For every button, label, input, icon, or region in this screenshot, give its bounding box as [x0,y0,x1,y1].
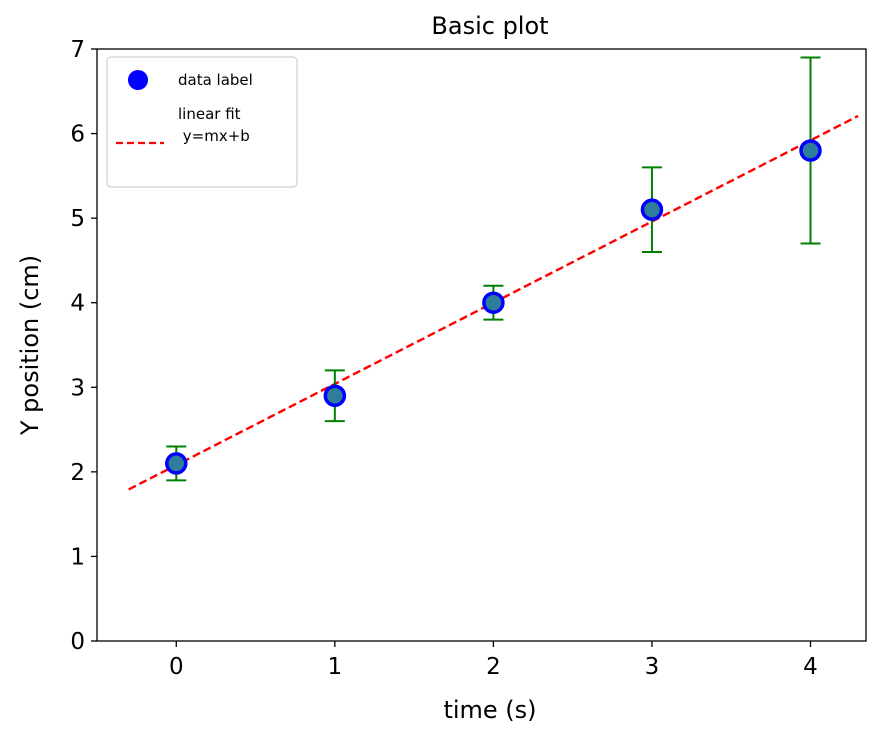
data-point-1 [323,384,347,407]
y-tick-label-0: 0 [70,629,85,655]
legend-box [106,56,298,188]
y-tick-label-2: 2 [70,460,85,486]
x-tick-label-4: 4 [803,654,818,680]
legend-label-linear-fit-line-1: linear fit [178,105,241,123]
legend-label-data-label: data label [178,71,253,89]
legend-marker-data-label [128,70,148,90]
legend: data label linear fit y=mx+b [106,56,298,188]
data-point-4 [799,139,822,162]
legend-label-linear-fit-line-2: y=mx+b [178,127,250,145]
data-point-3 [640,198,664,221]
axes-frame [96,48,867,642]
x-tick-label-3: 3 [645,654,660,680]
data-point-0 [165,452,188,475]
tick-group: 0 1 2 3 4 0 1 2 3 4 5 6 7 [70,37,817,680]
plot-marks [128,56,859,491]
y-axis-label: Y position (cm) [16,255,44,436]
y-tick-label-6: 6 [70,122,85,148]
y-tick-label-1: 1 [70,544,85,570]
y-tick-label-3: 3 [70,375,85,401]
y-tick-label-4: 4 [70,291,85,317]
x-tick-label-0: 0 [169,654,184,680]
x-axis-label: time (s) [443,696,536,724]
chart-title: Basic plot [431,12,548,40]
x-tick-label-2: 2 [486,654,501,680]
x-tick-label-1: 1 [328,654,343,680]
y-tick-label-7: 7 [70,37,85,63]
data-point-2 [482,291,505,314]
y-tick-label-5: 5 [70,206,85,232]
legend-label-linear-fit: linear fit y=mx+b [178,105,250,145]
